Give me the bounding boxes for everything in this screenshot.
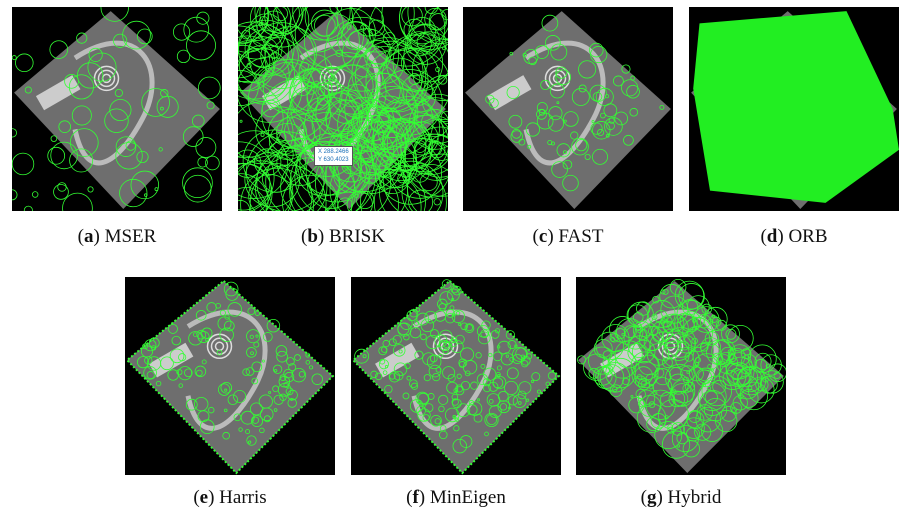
caption-label: g <box>647 487 657 508</box>
panel-image <box>351 277 561 475</box>
tooltip-x: X 288.2466 <box>318 148 349 156</box>
caption-label: e <box>200 487 208 508</box>
caption-label: f <box>412 487 418 508</box>
coordinate-tooltip: X 288.2466Y 630.4023 <box>314 146 353 166</box>
caption-name: BRISK <box>329 226 385 247</box>
caption: (b) BRISK <box>223 226 463 248</box>
caption: (c) FAST <box>448 226 688 248</box>
panel-image <box>463 7 673 211</box>
caption-label: a <box>84 226 94 247</box>
panel-image <box>238 7 448 211</box>
caption-label: b <box>307 226 318 247</box>
caption-name: Harris <box>219 487 266 508</box>
caption: (e) Harris <box>110 487 350 509</box>
caption: (a) MSER <box>0 226 237 248</box>
figure: (a) MSER(b) BRISK(c) FAST(d) ORB (e) Harr… <box>0 0 901 513</box>
caption: (g) Hybrid <box>561 487 801 509</box>
caption-name: MSER <box>105 226 157 247</box>
caption-name: FAST <box>558 226 603 247</box>
caption-name: ORB <box>788 226 827 247</box>
caption-name: MinEigen <box>430 487 506 508</box>
caption: (f) MinEigen <box>336 487 576 509</box>
tooltip-y: Y 630.4023 <box>318 156 349 164</box>
panel-image <box>689 7 899 211</box>
caption-name: Hybrid <box>668 487 722 508</box>
caption-label: d <box>767 226 778 247</box>
caption-label: c <box>539 226 547 247</box>
panel-image <box>12 7 222 211</box>
panel-image <box>125 277 335 475</box>
caption: (d) ORB <box>674 226 901 248</box>
panel-image <box>576 277 786 475</box>
